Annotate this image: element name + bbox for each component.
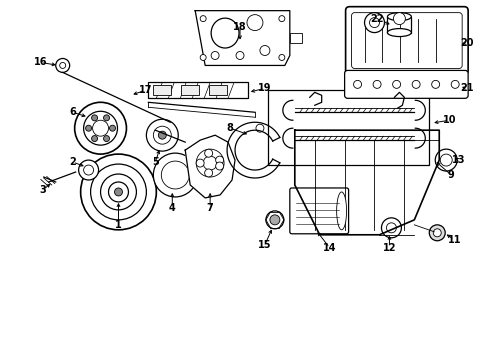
Circle shape [269, 215, 279, 225]
Text: 21: 21 [459, 84, 473, 93]
Circle shape [153, 126, 171, 144]
Circle shape [92, 120, 108, 136]
Text: 2: 2 [69, 157, 76, 167]
Circle shape [364, 13, 384, 32]
Circle shape [60, 62, 65, 68]
Polygon shape [185, 135, 235, 198]
FancyBboxPatch shape [345, 7, 467, 75]
Circle shape [81, 154, 156, 230]
Circle shape [411, 80, 419, 88]
Ellipse shape [336, 192, 346, 230]
Circle shape [90, 164, 146, 220]
Circle shape [255, 124, 264, 132]
Text: 11: 11 [447, 235, 460, 245]
Circle shape [196, 149, 224, 177]
Circle shape [246, 15, 263, 31]
Circle shape [392, 80, 400, 88]
Text: 9: 9 [447, 170, 454, 180]
Circle shape [200, 15, 206, 22]
Circle shape [278, 15, 285, 22]
Circle shape [386, 223, 396, 233]
Text: 4: 4 [168, 203, 175, 213]
Text: 12: 12 [382, 243, 395, 253]
Text: 7: 7 [206, 203, 213, 213]
Bar [148, 82, 247, 98]
FancyBboxPatch shape [344, 71, 467, 98]
Circle shape [260, 45, 269, 55]
Bar [181, 85, 199, 95]
Circle shape [204, 169, 212, 177]
Circle shape [432, 229, 440, 237]
Text: 20: 20 [459, 37, 473, 48]
FancyBboxPatch shape [351, 13, 461, 68]
Circle shape [236, 51, 244, 59]
Circle shape [83, 111, 117, 145]
Circle shape [85, 125, 91, 131]
Circle shape [381, 218, 401, 238]
Circle shape [108, 182, 128, 202]
Circle shape [146, 119, 178, 151]
Bar [209, 85, 226, 95]
Circle shape [215, 162, 223, 170]
Circle shape [161, 161, 189, 189]
Bar [267, 90, 428, 165]
Text: 10: 10 [442, 115, 455, 125]
Circle shape [204, 149, 212, 157]
Circle shape [278, 54, 285, 60]
Circle shape [79, 160, 99, 180]
Text: 17: 17 [139, 85, 152, 95]
Circle shape [101, 174, 136, 210]
Text: 6: 6 [69, 107, 76, 117]
Bar [289, 33, 301, 43]
Circle shape [103, 115, 109, 121]
Text: 3: 3 [40, 185, 46, 195]
Circle shape [431, 80, 439, 88]
Polygon shape [294, 130, 438, 235]
Ellipse shape [211, 18, 239, 48]
Circle shape [153, 153, 197, 197]
Circle shape [450, 80, 458, 88]
Bar [153, 85, 171, 95]
Text: 5: 5 [152, 157, 159, 167]
Circle shape [211, 51, 219, 59]
Text: 13: 13 [451, 155, 465, 165]
Circle shape [91, 136, 98, 141]
Circle shape [91, 115, 98, 121]
Circle shape [372, 80, 380, 88]
Circle shape [75, 102, 126, 154]
Circle shape [158, 131, 166, 139]
Circle shape [56, 58, 69, 72]
Text: 15: 15 [258, 240, 271, 250]
Text: 16: 16 [34, 58, 47, 67]
Circle shape [439, 154, 451, 166]
Circle shape [428, 225, 444, 241]
Circle shape [109, 125, 115, 131]
Circle shape [200, 54, 206, 60]
Text: 1: 1 [115, 220, 122, 230]
Ellipse shape [386, 28, 410, 37]
Text: 22: 22 [370, 14, 384, 24]
Circle shape [83, 165, 93, 175]
Circle shape [369, 18, 379, 28]
Circle shape [215, 156, 223, 164]
Circle shape [265, 211, 283, 229]
Text: 19: 19 [258, 84, 271, 93]
Polygon shape [195, 11, 289, 66]
Circle shape [103, 136, 109, 141]
Circle shape [196, 159, 203, 167]
Text: 14: 14 [322, 243, 336, 253]
Circle shape [393, 13, 405, 24]
Text: 8: 8 [226, 123, 233, 133]
FancyBboxPatch shape [289, 188, 348, 234]
Ellipse shape [386, 13, 410, 21]
Circle shape [203, 156, 217, 170]
Circle shape [434, 149, 456, 171]
Circle shape [353, 80, 361, 88]
Bar [386, 17, 410, 32]
Text: 18: 18 [233, 22, 246, 32]
Circle shape [114, 188, 122, 196]
